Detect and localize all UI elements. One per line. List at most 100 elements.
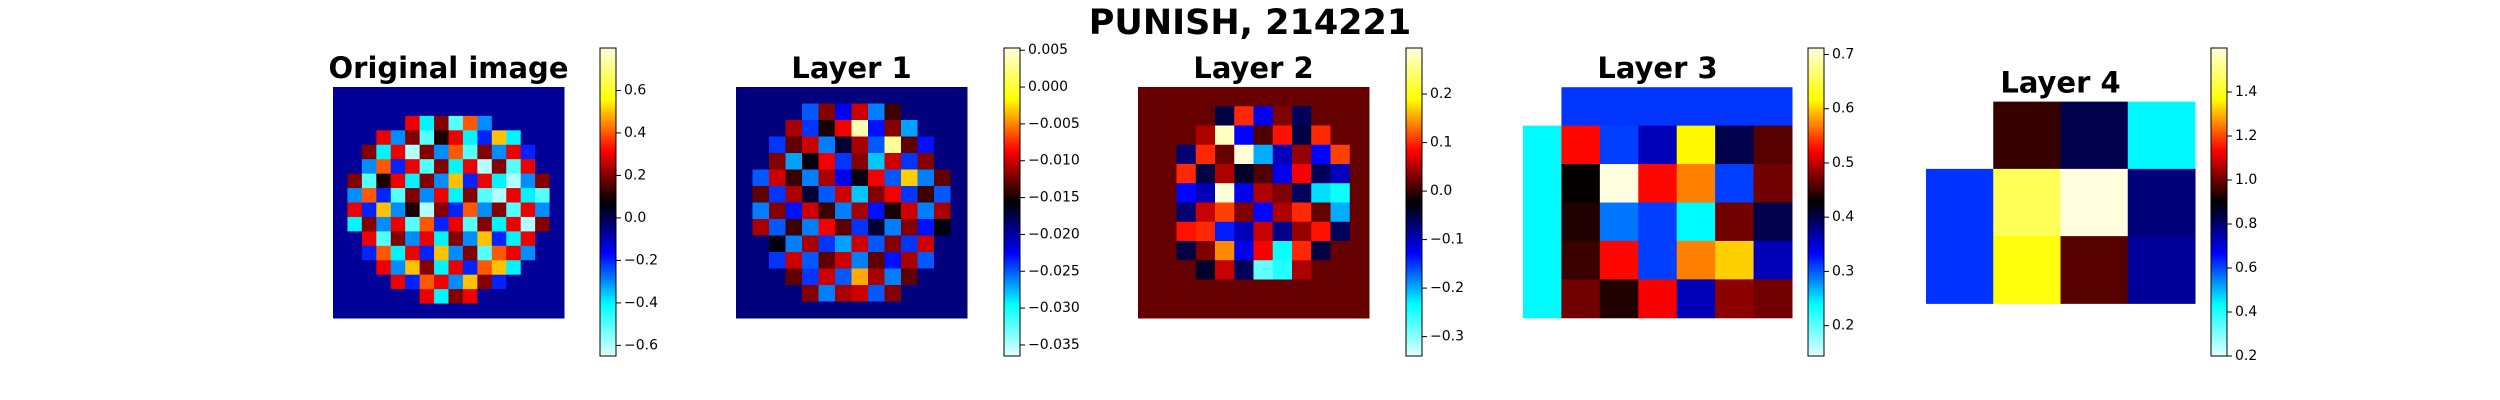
- colorbar-tick-label: 0.3: [1832, 263, 1854, 279]
- heatmap-cell: [477, 144, 493, 160]
- heatmap-cell: [535, 202, 551, 218]
- heatmap-cell: [506, 231, 522, 247]
- heatmap-cell: [752, 268, 770, 286]
- heatmap-cell: [1234, 106, 1254, 126]
- heatmap-cell: [1138, 260, 1158, 280]
- heatmap-cell: [1253, 279, 1274, 300]
- heatmap-cell: [818, 202, 836, 220]
- heatmap-cell: [448, 144, 464, 160]
- heatmap-cell: [376, 216, 392, 232]
- heatmap-cell: [405, 231, 421, 247]
- heatmap-cell: [1176, 241, 1197, 261]
- heatmap-cell: [491, 303, 507, 319]
- heatmap-cell: [1215, 164, 1235, 184]
- heatmap-cell: [1157, 183, 1177, 203]
- heatmap-cell: [835, 268, 852, 286]
- heatmap-cell: [1715, 240, 1755, 280]
- heatmap-cell: [535, 245, 551, 261]
- heatmap-cell: [1311, 241, 1331, 261]
- heatmap-cell: [376, 115, 392, 131]
- heatmap-cell: [405, 159, 421, 175]
- heatmap-cell: [1138, 279, 1158, 300]
- heatmap-cell: [549, 231, 565, 247]
- heatmap-cell: [752, 235, 770, 253]
- heatmap-cell: [390, 188, 406, 203]
- heatmap-cell: [1311, 87, 1331, 107]
- heatmap-cell: [419, 289, 435, 305]
- heatmap-cell: [434, 101, 449, 117]
- heatmap-cell: [1753, 87, 1793, 127]
- heatmap-cell: [434, 87, 449, 102]
- heatmap-cell: [506, 202, 522, 218]
- heatmap-cell: [1292, 125, 1312, 146]
- heatmap-cell: [1215, 125, 1235, 146]
- colorbar-tick-label: −0.020: [1028, 226, 1080, 242]
- colorbar: [1405, 47, 1423, 357]
- subplot-title: Layer 1: [791, 51, 911, 85]
- heatmap-cell: [802, 103, 819, 121]
- heatmap-cell: [1311, 183, 1331, 203]
- heatmap-cell: [1753, 279, 1793, 319]
- heatmap-cell: [520, 231, 536, 247]
- heatmap-cell: [347, 173, 363, 189]
- heatmap-cell: [1157, 260, 1177, 280]
- heatmap-cell: [736, 285, 753, 302]
- colorbar-tick-label: −0.005: [1028, 116, 1080, 132]
- heatmap-cell: [1176, 106, 1197, 126]
- heatmap-cell: [448, 245, 464, 261]
- heatmap-cell: [1215, 279, 1235, 300]
- heatmap-cell: [1349, 298, 1370, 319]
- heatmap-cell: [802, 235, 819, 253]
- heatmap-cell: [1272, 164, 1293, 184]
- heatmap-cell: [901, 301, 918, 319]
- heatmap-cell: [535, 231, 551, 247]
- heatmap-cell: [448, 87, 464, 102]
- heatmap-cell: [1195, 106, 1216, 126]
- heatmap-cell: [1234, 183, 1254, 203]
- heatmap-cell: [549, 173, 565, 189]
- heatmap-cell: [851, 235, 869, 253]
- heatmap-cell: [333, 130, 348, 146]
- heatmap-cell: [361, 260, 377, 276]
- heatmap-cell: [333, 101, 348, 117]
- heatmap-cell: [462, 289, 478, 305]
- heatmap-cell: [405, 260, 421, 276]
- heatmap-cell: [1272, 106, 1293, 126]
- heatmap-cell: [818, 268, 836, 286]
- heatmap-cell: [1561, 87, 1601, 127]
- heatmap-cell: [785, 103, 803, 121]
- heatmap-cell: [752, 120, 770, 137]
- heatmap-cell: [506, 274, 522, 290]
- heatmap-cell: [917, 103, 935, 121]
- heatmap-cell: [868, 136, 885, 154]
- heatmap-cell: [917, 202, 935, 220]
- heatmap-cell: [1292, 202, 1312, 223]
- heatmap-cell: [1157, 202, 1177, 223]
- heatmap-cell: [1215, 106, 1235, 126]
- heatmap-cell: [361, 303, 377, 319]
- heatmap-cell: [434, 188, 449, 203]
- heatmap-cell: [835, 153, 852, 170]
- heatmap-cell: [1599, 279, 1639, 319]
- heatmap-cell: [835, 252, 852, 269]
- heatmap-cell: [462, 303, 478, 319]
- heatmap-cell: [462, 245, 478, 261]
- heatmap-cell: [950, 120, 968, 137]
- heatmap-cell: [448, 231, 464, 247]
- heatmap-cell: [1311, 144, 1331, 165]
- heatmap-cell: [835, 235, 852, 253]
- heatmap-cell: [752, 219, 770, 236]
- heatmap-cell: [405, 216, 421, 232]
- heatmap-cell: [934, 120, 951, 137]
- heatmap-cell: [917, 153, 935, 170]
- colorbar-tick-label: 0.0: [624, 210, 646, 226]
- heatmap-cell: [934, 235, 951, 253]
- heatmap-cell: [448, 115, 464, 131]
- heatmap-cell: [448, 202, 464, 218]
- heatmap-cell: [934, 219, 951, 236]
- heatmap-cell: [802, 268, 819, 286]
- heatmap-cell: [769, 202, 786, 220]
- colorbar-tick-label: 1.2: [2235, 128, 2257, 144]
- heatmap-cell: [785, 301, 803, 319]
- heatmap-cell: [520, 188, 536, 203]
